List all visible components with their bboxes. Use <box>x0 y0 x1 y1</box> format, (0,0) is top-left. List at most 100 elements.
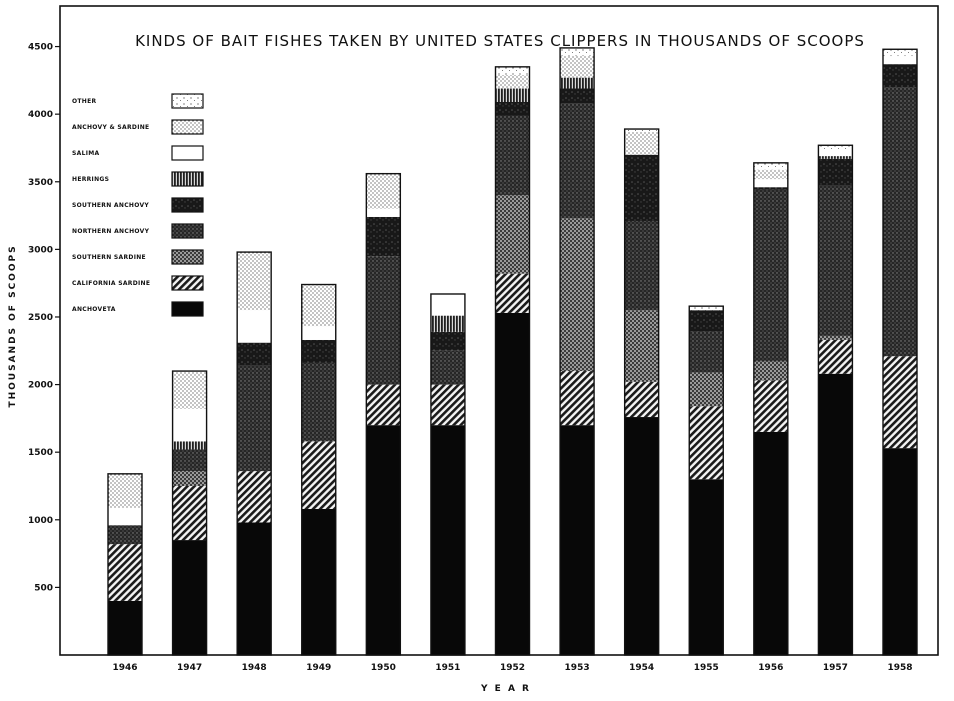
bar-segment <box>624 129 659 132</box>
legend-swatch <box>171 301 204 317</box>
bar-segment <box>172 449 207 472</box>
bar-segment <box>818 339 853 374</box>
bar-segment <box>883 356 917 449</box>
bar-segment <box>560 425 595 655</box>
bar-segment <box>108 600 142 655</box>
bar-segment <box>495 74 530 89</box>
y-tick-label: 4500 <box>28 43 53 53</box>
bar-stack-1946 <box>107 473 143 656</box>
bar-stack-1951 <box>430 293 466 656</box>
bar-segment <box>624 310 659 382</box>
y-tick-label: 2000 <box>28 381 53 391</box>
legend-label: OTHER <box>72 98 97 105</box>
x-tick-label: 1948 <box>242 663 267 673</box>
legend-item: ANCHOVETA <box>72 301 204 317</box>
bar-outline <box>365 172 402 656</box>
bar-segment <box>495 273 530 313</box>
x-tick-label: 1949 <box>306 663 331 673</box>
legend-swatch <box>171 249 204 265</box>
bar-segment <box>689 331 724 373</box>
bar-segment <box>430 384 465 426</box>
legend-swatch <box>171 223 204 239</box>
bar-outline <box>688 305 724 656</box>
y-tick-label: 3000 <box>28 245 53 255</box>
bar-segment <box>560 77 595 89</box>
bar-segment <box>689 310 724 332</box>
bar-outline <box>107 473 143 656</box>
y-tick-label: 500 <box>34 583 53 593</box>
bar-outline <box>623 128 660 656</box>
bar-outline <box>236 251 272 656</box>
y-tick-label: 4000 <box>28 110 53 120</box>
bar-stack-1949 <box>301 283 337 656</box>
bar-outline <box>753 162 789 656</box>
bar-segment <box>883 448 917 655</box>
x-axis-label: Y E A R <box>480 684 531 694</box>
legend-swatch <box>171 145 204 161</box>
bar-segment <box>624 131 659 155</box>
bar-segment <box>818 185 853 336</box>
bar-segment <box>237 365 272 472</box>
bar-segment <box>237 471 272 523</box>
bar-stack-1950 <box>365 172 402 656</box>
legend-label: NORTHERN ANCHOVY <box>72 228 150 235</box>
legend-item: SOUTHERN ANCHOVY <box>72 197 204 213</box>
axes: 500 1000 1500 2000 2500 3000 3500 4000 4500 <box>28 5 939 656</box>
bar-stack-1952 <box>494 66 531 656</box>
bar-segment <box>753 162 788 170</box>
bar-stack-1953 <box>559 47 595 656</box>
bar-segment <box>753 179 788 188</box>
bar-segment <box>495 88 530 102</box>
legend-item: HERRINGS <box>72 171 204 187</box>
bar-segment <box>237 522 272 655</box>
bar-segment <box>495 195 530 274</box>
y-tick-label: 2500 <box>28 313 53 323</box>
legend-label: HERRINGS <box>72 176 109 183</box>
bar-segment <box>301 508 336 655</box>
bar-segment <box>366 256 401 385</box>
bar-segment <box>172 471 207 486</box>
bar-segment <box>883 64 917 88</box>
bar-segment <box>237 252 272 311</box>
bar-stack-1947 <box>171 370 208 656</box>
x-tick-label: 1946 <box>112 663 137 673</box>
legend-item: CALIFORNIA SARDINE <box>72 275 204 291</box>
bar-segment <box>818 149 853 157</box>
bar-segment <box>560 218 595 372</box>
x-tick-label: 1958 <box>887 663 912 673</box>
legend-item: ANCHOVY & SARDINE <box>72 119 204 135</box>
bar-segment <box>430 425 465 655</box>
x-tick-label: 1956 <box>758 663 783 673</box>
x-tick-label: 1947 <box>177 663 202 673</box>
bar-segment <box>689 479 724 655</box>
legend-item: NORTHERN ANCHOVY <box>72 223 204 239</box>
bar-segment <box>883 56 917 65</box>
bar-segment <box>366 173 401 209</box>
bar-segment <box>818 158 853 186</box>
bar-segment <box>172 441 207 450</box>
bar-segment <box>108 507 142 526</box>
bar-segment <box>366 216 401 257</box>
bar-segment <box>301 284 336 327</box>
bar-outline <box>559 47 595 656</box>
bar-outline <box>171 370 208 656</box>
x-tick-label: 1951 <box>435 663 460 673</box>
legend-swatch <box>171 171 204 187</box>
bar-segment <box>301 326 336 340</box>
bar-segment <box>495 115 530 196</box>
bar-stack-1955 <box>688 305 724 656</box>
y-tick-label: 1000 <box>28 516 53 526</box>
bar-segment <box>753 169 788 180</box>
bar-segment <box>495 101 530 116</box>
bar-segment <box>172 371 207 409</box>
x-tick-label: 1952 <box>500 663 525 673</box>
legend: OTHER ANCHOVY & SARDINE SALIMA HERRINGS SOUT… <box>72 93 204 317</box>
y-tick-label: 3500 <box>28 178 53 188</box>
x-tick-label: 1950 <box>371 663 396 673</box>
bar-segment <box>753 361 788 381</box>
legend-label: ANCHOVETA <box>72 306 116 313</box>
bar-segment <box>108 525 142 545</box>
x-tick-label: 1957 <box>823 663 848 673</box>
bar-segment <box>689 306 724 311</box>
